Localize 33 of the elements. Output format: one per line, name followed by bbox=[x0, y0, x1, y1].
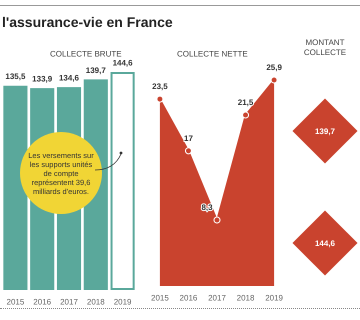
data-label: 25,9 bbox=[266, 63, 282, 72]
x-tick-label: 2015 bbox=[151, 294, 170, 302]
text: MONTANT COLLECTE bbox=[302, 38, 348, 58]
data-label: 135,5 bbox=[5, 72, 26, 82]
x-tick-label: 2018 bbox=[236, 294, 255, 302]
chart-title: COLLECTE NETTE bbox=[177, 50, 248, 58]
point bbox=[156, 96, 164, 103]
x-tick-label: 2016 bbox=[180, 294, 198, 302]
data-label: 139,7 bbox=[86, 66, 106, 75]
x-tick-label: 2019 bbox=[114, 298, 132, 306]
point bbox=[184, 147, 192, 154]
data-label: 144,6 bbox=[314, 239, 336, 248]
x-tick-label: 2016 bbox=[33, 298, 52, 306]
chart-subtitle: COLLECTE BRUTE bbox=[50, 50, 122, 58]
point bbox=[242, 111, 250, 118]
x-tick-label: 2018 bbox=[86, 298, 106, 306]
data-label: 133,9 bbox=[32, 74, 53, 84]
bar bbox=[110, 72, 135, 290]
x-tick-label: 2017 bbox=[60, 298, 78, 306]
data-label: 8,3 bbox=[201, 202, 214, 212]
point bbox=[214, 216, 220, 224]
data-label: 21,5 bbox=[238, 98, 254, 107]
bar bbox=[3, 86, 28, 290]
x-tick-label: 2015 bbox=[6, 298, 25, 306]
x-tick-label: 2017 bbox=[208, 294, 226, 302]
x-tick-label: 2019 bbox=[265, 294, 284, 302]
data-label: 134,6 bbox=[58, 74, 80, 83]
data-label: 144,6 bbox=[112, 58, 134, 68]
data-label: 17 bbox=[184, 134, 194, 143]
point bbox=[270, 76, 278, 84]
chart-title: l'assurance-vie en France bbox=[2, 14, 173, 30]
data-label: 23,5 bbox=[152, 82, 168, 92]
data-label: 139,7 bbox=[314, 127, 336, 136]
